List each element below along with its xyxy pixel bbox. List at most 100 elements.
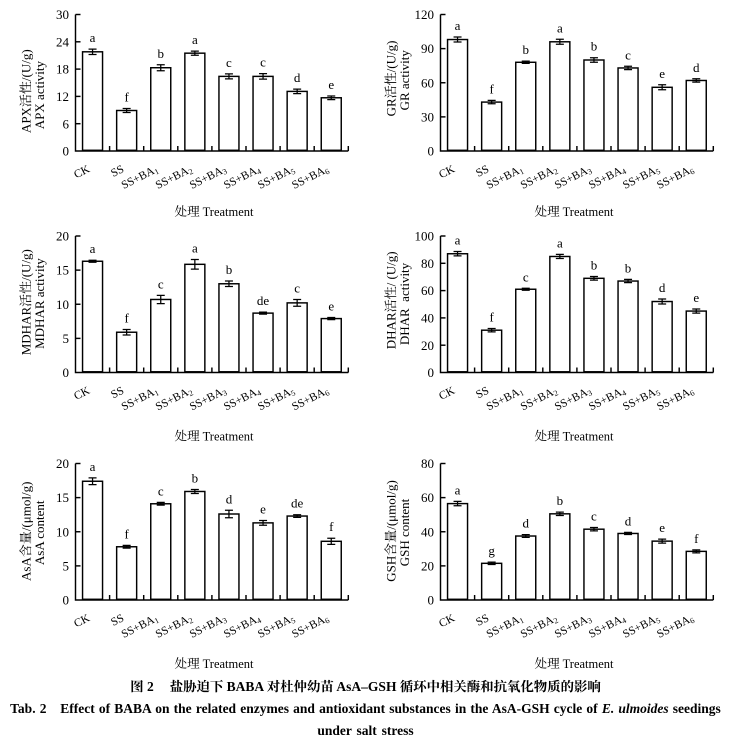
svg-text:f: f bbox=[124, 311, 129, 326]
svg-text:10: 10 bbox=[56, 524, 69, 539]
svg-text:b: b bbox=[625, 260, 632, 275]
svg-text:24: 24 bbox=[56, 34, 70, 49]
svg-text:Treatment: Treatment bbox=[560, 205, 614, 219]
svg-text:20: 20 bbox=[421, 558, 434, 573]
svg-text:BABA: BABA bbox=[223, 679, 267, 694]
svg-text:GR: GR bbox=[383, 98, 398, 116]
svg-text:5: 5 bbox=[63, 558, 70, 573]
svg-text:E. ulmoides: E. ulmoides bbox=[601, 701, 669, 716]
svg-text:b: b bbox=[523, 42, 530, 57]
svg-text:18: 18 bbox=[56, 62, 69, 77]
svg-text:60: 60 bbox=[421, 283, 434, 298]
svg-text:d: d bbox=[659, 280, 666, 295]
svg-text:a: a bbox=[192, 32, 198, 47]
svg-text:e: e bbox=[260, 501, 266, 516]
svg-text:f: f bbox=[329, 519, 334, 534]
svg-text:Effect of BABA on the related: Effect of BABA on the related enzymes an… bbox=[60, 701, 602, 716]
svg-text:DHAR activity: DHAR activity bbox=[397, 262, 412, 345]
svg-text:f: f bbox=[124, 89, 129, 104]
svg-text:d: d bbox=[693, 60, 700, 75]
svg-text:Treatment: Treatment bbox=[200, 205, 254, 219]
svg-text:b: b bbox=[591, 39, 598, 54]
svg-text:40: 40 bbox=[421, 524, 434, 539]
svg-text:e: e bbox=[659, 66, 665, 81]
svg-text:f: f bbox=[489, 310, 494, 325]
svg-text:d: d bbox=[226, 491, 233, 506]
svg-text:b: b bbox=[557, 493, 564, 508]
svg-text:AsA content: AsA content bbox=[32, 500, 47, 565]
svg-text:0: 0 bbox=[63, 144, 70, 159]
svg-text:f: f bbox=[694, 531, 699, 546]
svg-text:MDHAR activity: MDHAR activity bbox=[32, 258, 47, 349]
svg-text:de: de bbox=[291, 496, 304, 511]
svg-text:60: 60 bbox=[421, 490, 434, 505]
svg-text:c: c bbox=[294, 280, 300, 295]
svg-text:90: 90 bbox=[421, 41, 434, 56]
svg-text:e: e bbox=[328, 77, 334, 92]
svg-text:c: c bbox=[591, 508, 597, 523]
svg-text:c: c bbox=[260, 55, 266, 70]
svg-text:60: 60 bbox=[421, 75, 434, 90]
svg-text:6: 6 bbox=[63, 116, 70, 131]
svg-text:a: a bbox=[557, 20, 563, 35]
svg-text:a: a bbox=[90, 459, 96, 474]
svg-text:a: a bbox=[192, 241, 198, 256]
svg-text:20: 20 bbox=[56, 229, 69, 244]
svg-text:/ (U/g): / (U/g) bbox=[383, 251, 398, 286]
svg-text:c: c bbox=[625, 47, 631, 62]
svg-text:MDHAR: MDHAR bbox=[18, 307, 33, 356]
svg-text:/(μmol/g): /(μmol/g) bbox=[18, 482, 33, 532]
svg-text:Treatment: Treatment bbox=[200, 429, 254, 443]
svg-text:Treatment: Treatment bbox=[560, 429, 614, 443]
svg-text:GR activity: GR activity bbox=[397, 50, 412, 111]
svg-text:c: c bbox=[226, 55, 232, 70]
svg-text:40: 40 bbox=[421, 311, 434, 326]
svg-text:f: f bbox=[489, 81, 494, 96]
svg-text:SS: SS bbox=[109, 385, 126, 402]
svg-text:0: 0 bbox=[63, 365, 70, 380]
svg-text:under salt stress: under salt stress bbox=[317, 723, 413, 738]
svg-text:de: de bbox=[257, 293, 270, 308]
svg-text:AsA: AsA bbox=[18, 557, 33, 581]
svg-text:/(U/g): /(U/g) bbox=[383, 41, 398, 73]
svg-text:a: a bbox=[90, 30, 96, 45]
svg-text:e: e bbox=[693, 290, 699, 305]
svg-text:Tab. 2: Tab. 2 bbox=[10, 701, 47, 716]
svg-text:a: a bbox=[455, 18, 461, 33]
svg-text:b: b bbox=[226, 262, 233, 277]
svg-text:2: 2 bbox=[144, 679, 154, 694]
svg-text:f: f bbox=[124, 526, 129, 541]
svg-text:c: c bbox=[523, 269, 529, 284]
svg-text:c: c bbox=[158, 276, 164, 291]
svg-text:Treatment: Treatment bbox=[200, 657, 254, 671]
svg-text:g: g bbox=[488, 543, 495, 558]
svg-text:120: 120 bbox=[415, 7, 435, 22]
svg-text:SS: SS bbox=[474, 163, 491, 180]
svg-text:a: a bbox=[557, 235, 563, 250]
svg-text:SS: SS bbox=[474, 385, 491, 402]
svg-text:seedings: seedings bbox=[669, 701, 721, 716]
svg-text:a: a bbox=[90, 241, 96, 256]
svg-text:0: 0 bbox=[428, 144, 435, 159]
svg-text:0: 0 bbox=[428, 593, 435, 608]
svg-text:SS: SS bbox=[109, 612, 126, 629]
svg-text:100: 100 bbox=[415, 229, 435, 244]
svg-text:GSH content: GSH content bbox=[397, 498, 412, 566]
svg-text:a: a bbox=[455, 233, 461, 248]
svg-text:e: e bbox=[328, 299, 334, 314]
svg-text:80: 80 bbox=[421, 256, 434, 271]
svg-text:20: 20 bbox=[421, 338, 434, 353]
svg-text:d: d bbox=[625, 513, 632, 528]
svg-text:/(U/g): /(U/g) bbox=[18, 249, 33, 281]
svg-text:b: b bbox=[158, 46, 165, 61]
svg-text:a: a bbox=[455, 482, 461, 497]
svg-text:d: d bbox=[523, 516, 530, 531]
svg-text:12: 12 bbox=[56, 89, 69, 104]
svg-text:b: b bbox=[591, 258, 598, 273]
svg-text:80: 80 bbox=[421, 456, 434, 471]
svg-text:Treatment: Treatment bbox=[560, 657, 614, 671]
svg-text:c: c bbox=[158, 483, 164, 498]
svg-text:10: 10 bbox=[56, 297, 69, 312]
svg-text:0: 0 bbox=[428, 365, 435, 380]
svg-text:DHAR: DHAR bbox=[383, 312, 398, 349]
